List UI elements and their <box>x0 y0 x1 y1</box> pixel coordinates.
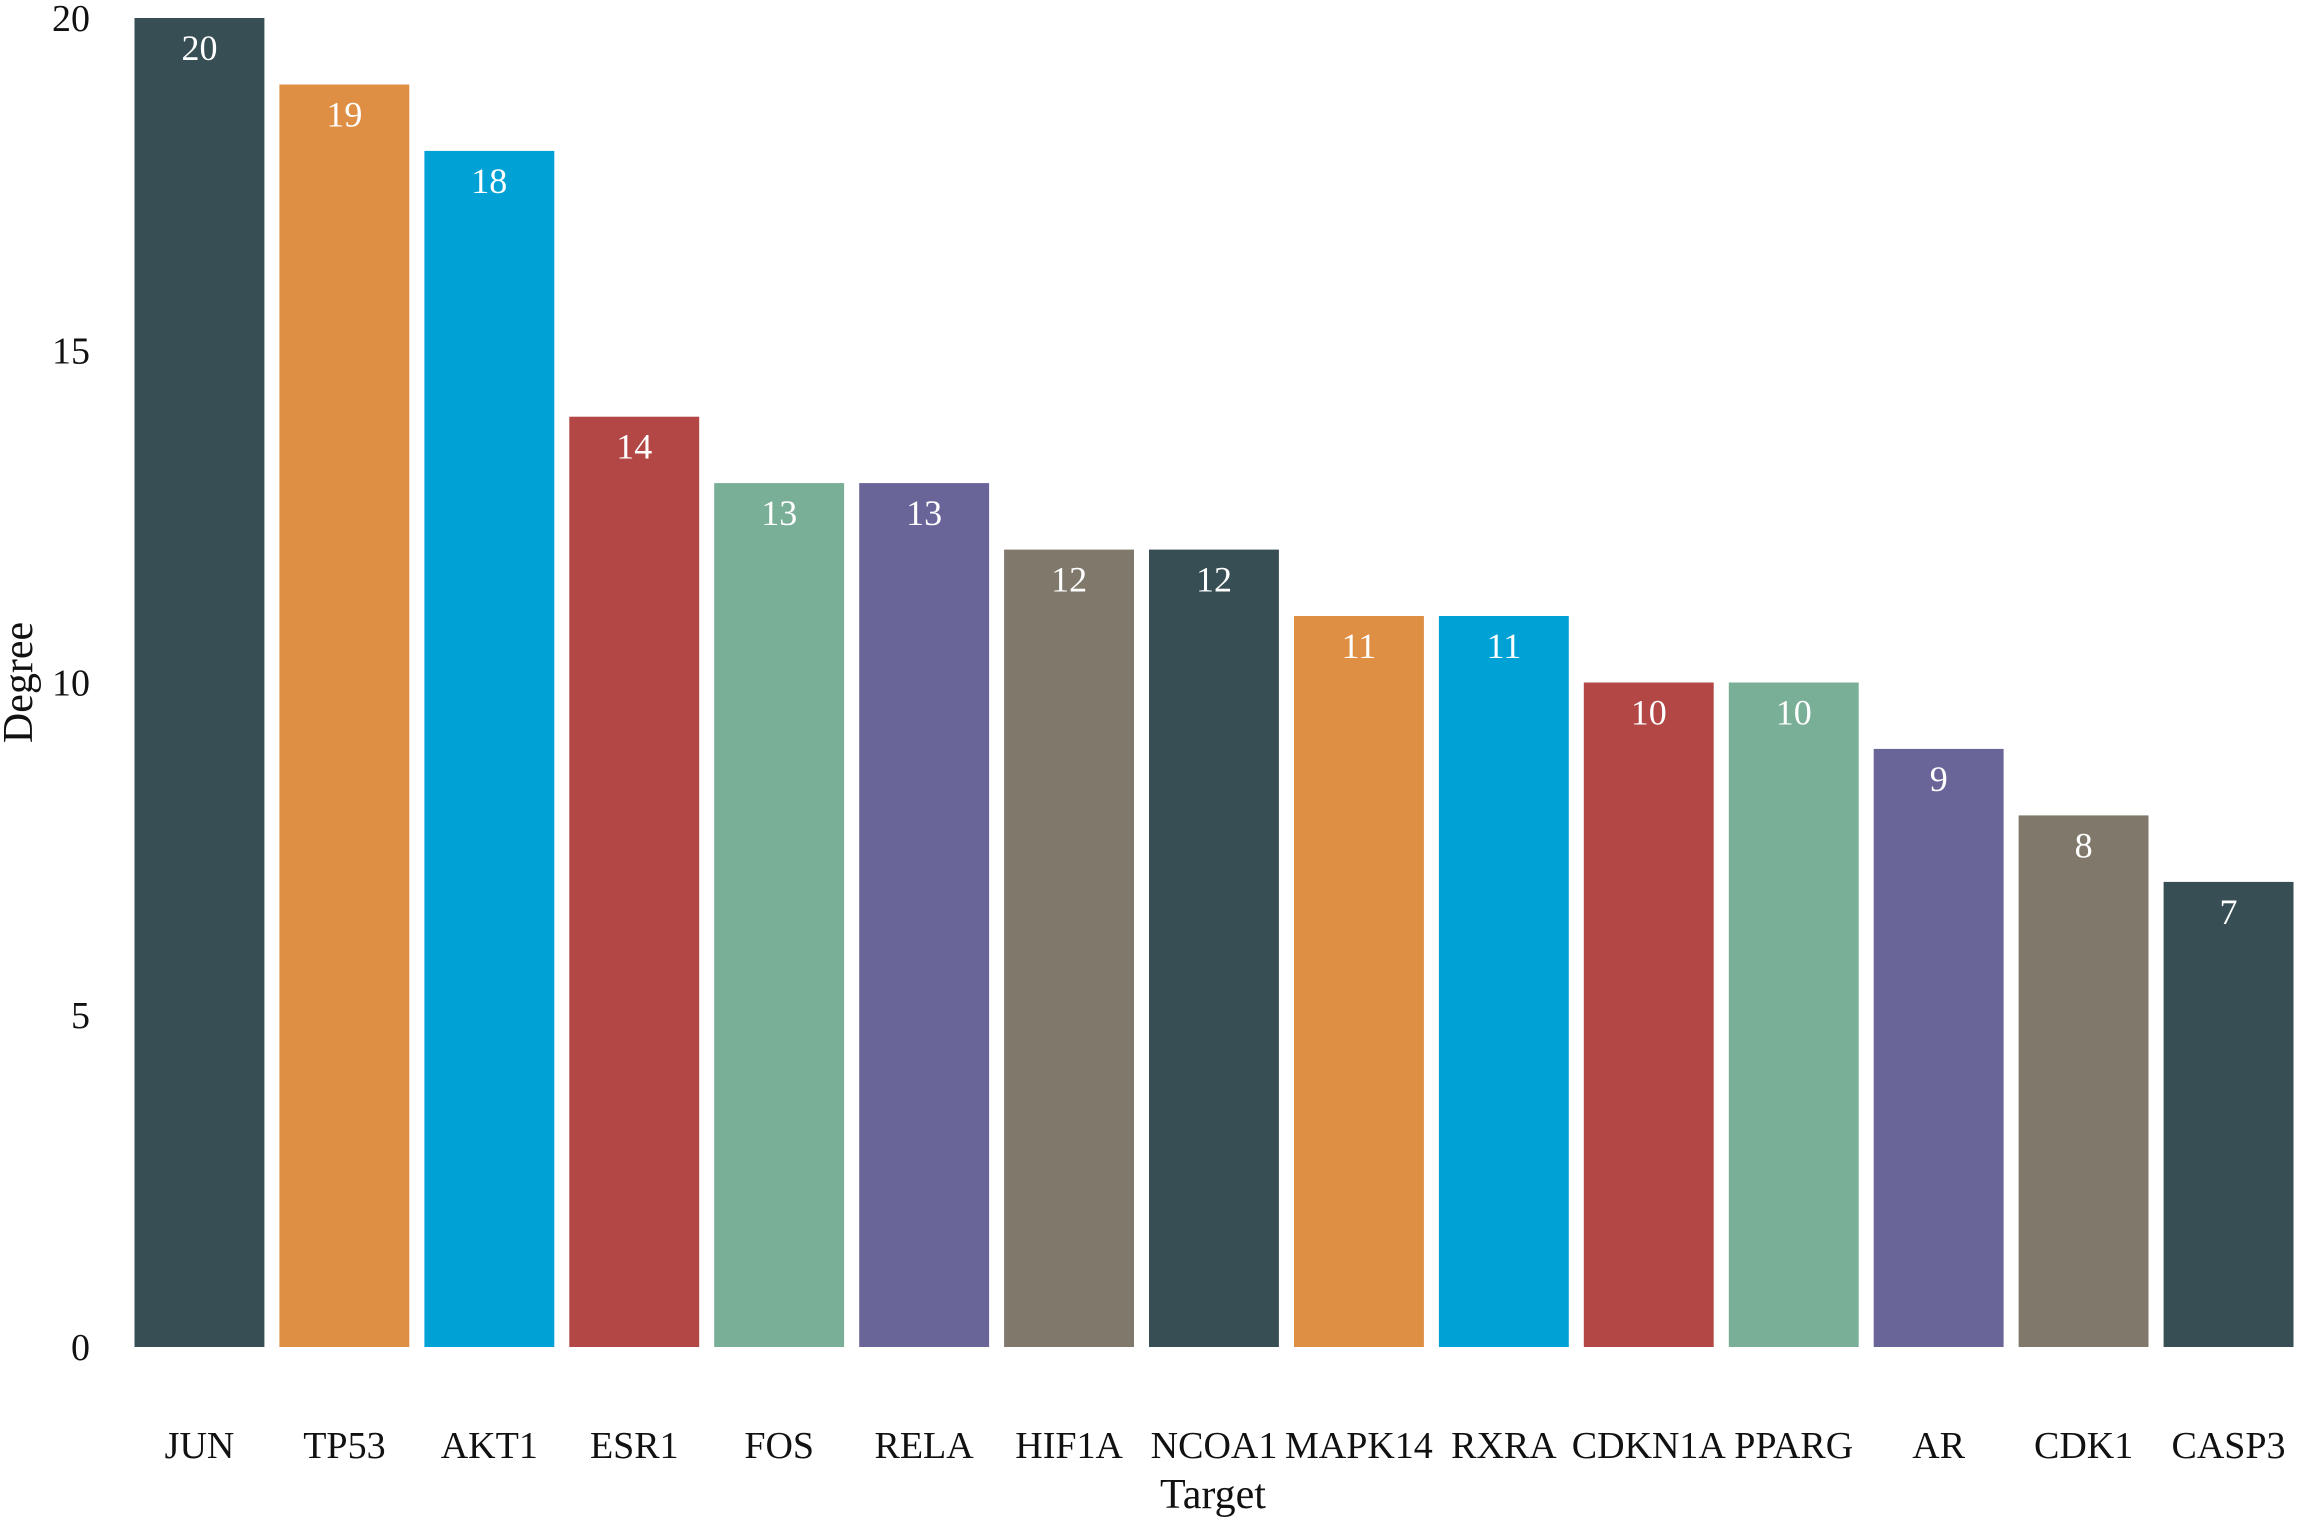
bar-fos <box>714 483 845 1348</box>
x-tick-label-akt1: AKT1 <box>441 1425 538 1467</box>
y-tick-label-10: 10 <box>52 663 90 705</box>
x-axis-ticks: JUN TP53 AKT1 ESR1 FOS RELA HIF1A NCOA1 MAPK14 RX… <box>165 1425 2286 1467</box>
x-tick-label-mapk14: MAPK14 <box>1285 1425 1433 1467</box>
data-label-jun: 20 <box>182 28 218 68</box>
x-tick-label-rxra: RXRA <box>1451 1425 1557 1467</box>
y-tick-label-0: 0 <box>71 1327 90 1369</box>
bar-cdk1 <box>2018 815 2149 1347</box>
y-axis-title: Degree <box>0 622 42 743</box>
bar-akt1 <box>424 150 555 1347</box>
data-label-pparg: 10 <box>1776 693 1812 733</box>
bar-pparg <box>1728 682 1859 1347</box>
bar-casp3 <box>2163 881 2294 1347</box>
data-label-rela: 13 <box>906 493 942 533</box>
bar-rxra <box>1438 616 1569 1347</box>
bar-rela <box>859 483 990 1348</box>
x-tick-label-ar: AR <box>1912 1425 1965 1467</box>
y-tick-label-20: 20 <box>52 0 90 40</box>
data-labels-group: 20 19 18 14 13 13 12 12 11 11 10 10 9 8 7 <box>182 28 2238 932</box>
x-tick-label-fos: FOS <box>744 1425 814 1467</box>
data-label-cdkn1a: 10 <box>1631 693 1667 733</box>
data-label-hif1a: 12 <box>1051 560 1087 600</box>
data-label-ar: 9 <box>1930 759 1948 799</box>
data-label-ncoa1: 12 <box>1196 560 1232 600</box>
data-label-cdk1: 8 <box>2075 825 2093 865</box>
x-tick-label-casp3: CASP3 <box>2171 1425 2285 1467</box>
bar-ar <box>1873 748 2004 1347</box>
y-tick-label-5: 5 <box>71 995 90 1037</box>
bar-ncoa1 <box>1149 549 1279 1347</box>
x-tick-label-cdk1: CDK1 <box>2034 1425 2133 1467</box>
data-label-akt1: 18 <box>471 161 507 201</box>
x-tick-label-ncoa1: NCOA1 <box>1151 1425 1278 1467</box>
x-tick-label-cdkn1a: CDKN1A <box>1572 1425 1727 1467</box>
x-tick-label-pparg: PPARG <box>1734 1425 1853 1467</box>
x-tick-label-tp53: TP53 <box>303 1425 385 1467</box>
data-label-rxra: 11 <box>1487 626 1522 666</box>
bar-esr1 <box>569 416 700 1347</box>
data-label-mapk14: 11 <box>1342 626 1377 666</box>
bar-tp53 <box>279 84 410 1347</box>
data-label-fos: 13 <box>761 493 797 533</box>
x-tick-label-hif1a: HIF1A <box>1015 1425 1123 1467</box>
y-axis-ticks: 0 5 10 15 20 <box>52 0 90 1369</box>
bars-group <box>134 18 2294 1348</box>
data-label-casp3: 7 <box>2220 892 2238 932</box>
bar-jun <box>134 18 265 1347</box>
x-tick-label-rela: RELA <box>874 1425 974 1467</box>
x-axis-title: Target <box>1160 1472 1266 1518</box>
data-label-esr1: 14 <box>616 427 652 467</box>
x-tick-label-jun: JUN <box>165 1425 235 1467</box>
y-tick-label-15: 15 <box>52 330 90 372</box>
bar-cdkn1a <box>1583 682 1714 1347</box>
x-tick-label-esr1: ESR1 <box>590 1425 679 1467</box>
bar-hif1a <box>1004 549 1134 1347</box>
bar-mapk14 <box>1294 616 1424 1347</box>
data-label-tp53: 19 <box>326 95 362 135</box>
